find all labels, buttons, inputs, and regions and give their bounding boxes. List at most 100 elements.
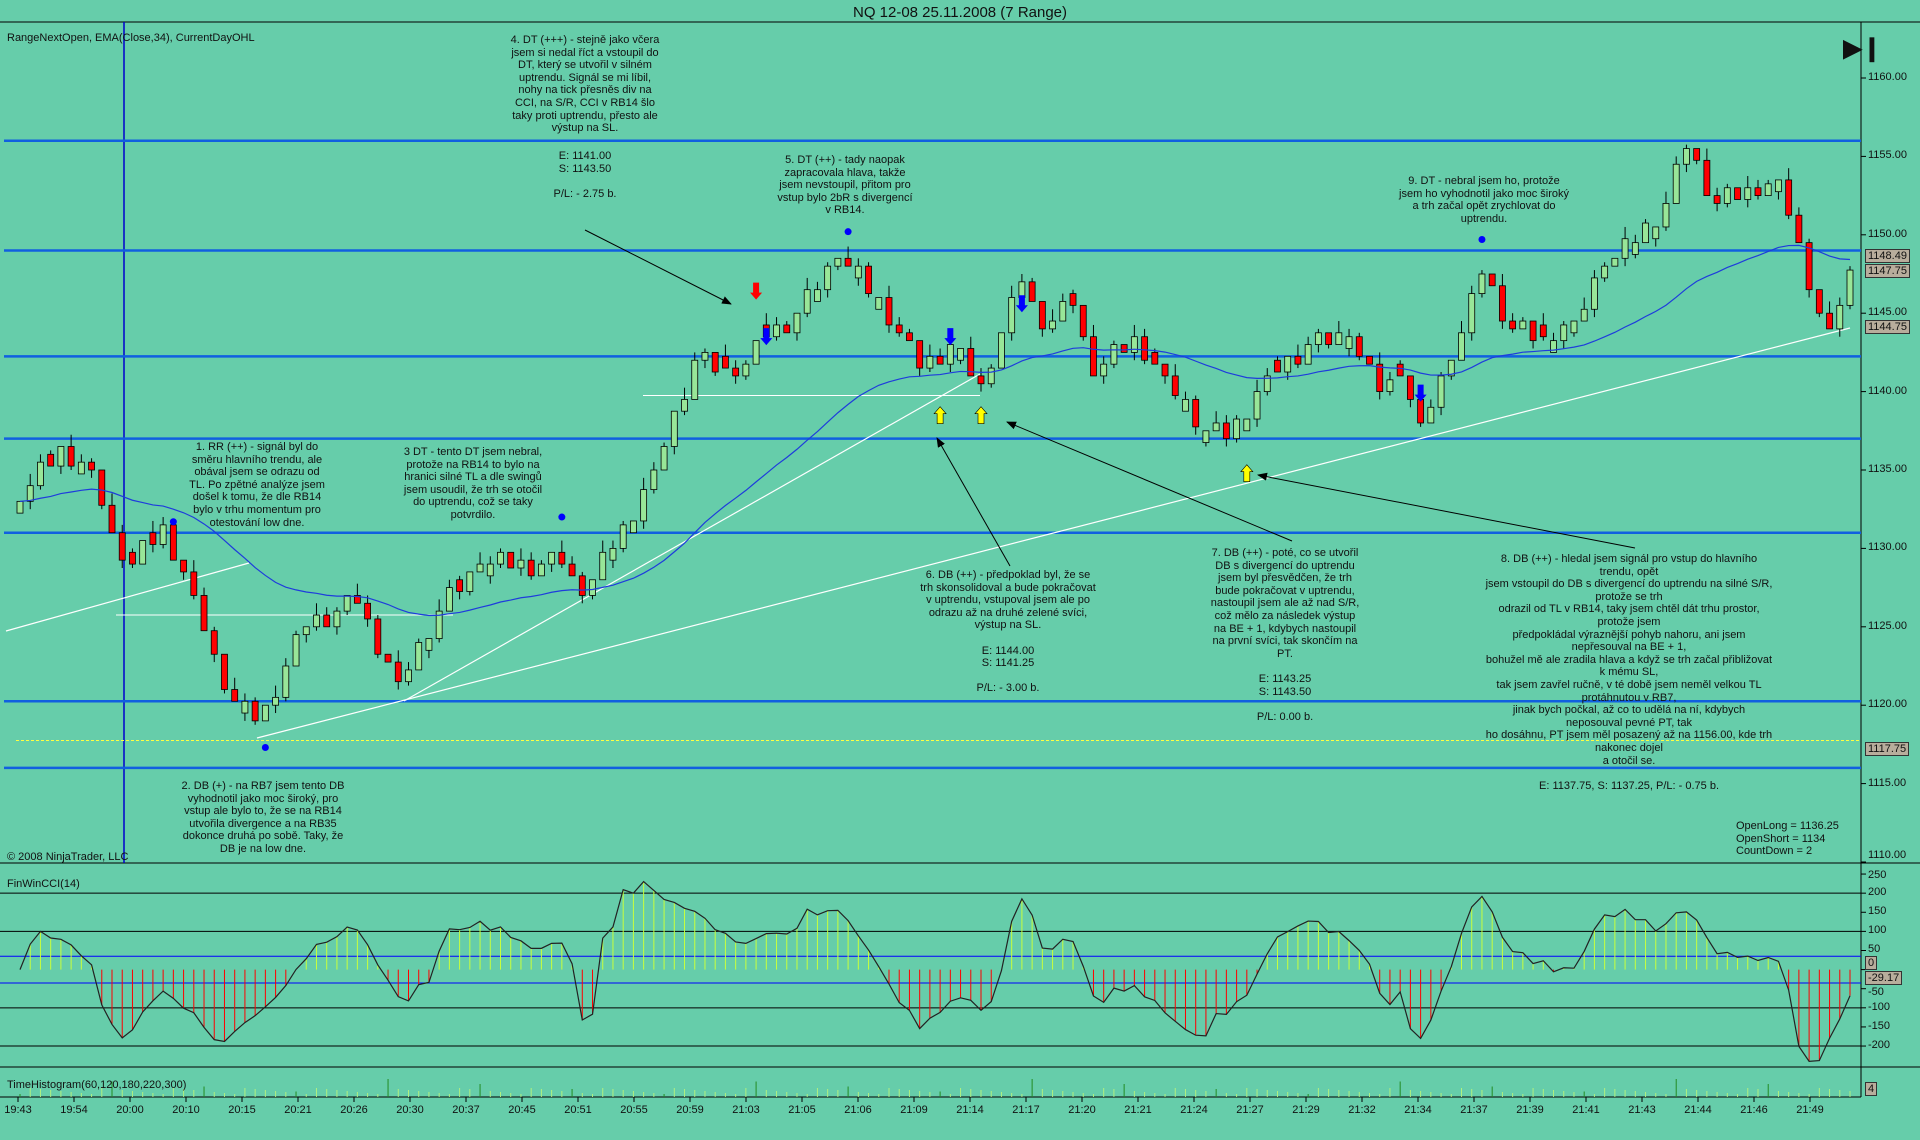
candle [456,579,464,592]
candle [16,500,24,514]
candle [599,551,607,581]
time-tick-label: 19:43 [4,1104,32,1116]
candle [681,399,688,412]
candle [1601,265,1609,279]
signal-dot [261,744,269,752]
time-tick-label: 21:41 [1572,1104,1600,1116]
go-to-end-icon[interactable]: ▶❙ [1843,35,1882,62]
candle [1263,375,1271,393]
candle [936,355,944,365]
down-arrow-icon [944,328,957,346]
candle [26,485,34,502]
down-arrow-icon [1015,295,1028,313]
candle [139,540,147,565]
candle [1038,301,1046,330]
candle [302,626,310,636]
candle [1652,226,1660,240]
candle [906,332,913,342]
candle [1120,344,1128,353]
candle [1519,320,1527,330]
candle [313,614,320,628]
candle [946,344,954,365]
candle [169,524,177,561]
price-tick-label: 1155.00 [1868,149,1907,162]
candle [77,461,85,475]
note-6: 6. DB (++) - předpoklad byl, že se trh s… [920,569,1096,695]
annotation-arrow [1006,421,1293,542]
candle [1274,359,1281,373]
candle [333,610,341,628]
time-tick-label: 21:34 [1404,1104,1432,1116]
candle [405,669,412,683]
cci-tick-label: 200 [1868,886,1887,899]
candle [1376,363,1384,393]
candle [885,297,893,326]
candle [1775,179,1782,193]
candle [609,548,617,561]
candle [1212,422,1220,432]
price-tick-label: 1140.00 [1868,384,1907,397]
time-tick-label: 21:44 [1684,1104,1712,1116]
candle [1345,336,1353,349]
candle [364,602,371,620]
cci-tick-label: -100 [1868,1000,1891,1013]
candle [1314,332,1322,345]
candle [1427,406,1435,424]
cci-tick-label: 100 [1868,924,1887,937]
time-tick-label: 21:27 [1236,1104,1264,1116]
candle [282,665,290,698]
candle [98,469,106,506]
time-tick-label: 21:14 [956,1104,984,1116]
time-tick-label: 21:09 [900,1104,928,1116]
time-tick-label: 20:55 [620,1104,648,1116]
candle [1141,336,1148,361]
note-2: 2. DB (+) - na RB7 jsem tento DB vyhodno… [181,780,345,855]
candle [517,559,525,569]
candle [548,551,556,565]
candle [180,559,187,573]
candle [568,563,576,577]
candle [1805,242,1813,291]
candle [374,618,382,655]
candle [691,359,699,400]
candle [1734,187,1741,200]
candle [1233,418,1240,440]
candle [190,571,198,596]
candle [1171,375,1179,396]
candle [1560,324,1568,342]
cci-value-tag: -29.17 [1865,971,1903,985]
candle [558,551,566,565]
candle [1253,391,1261,420]
time-tick-label: 20:37 [452,1104,480,1116]
candle [1744,187,1752,200]
candle [957,348,964,361]
candle [1059,301,1067,322]
cci-label: FinWinCCI(14) [7,878,80,890]
annotation-arrow [1257,472,1636,549]
candle [998,332,1005,369]
time-tick-label: 21:03 [732,1104,760,1116]
candle [1335,332,1343,345]
time-tick-label: 20:30 [396,1104,424,1116]
candle [425,638,433,651]
candle [1100,363,1108,377]
time-tick-label: 20:51 [564,1104,592,1116]
candle [722,355,729,369]
candle [875,297,883,310]
candle [486,563,494,577]
candle [1550,340,1557,353]
signal-dot [1478,236,1486,244]
candle [1826,312,1833,330]
candle [1703,159,1711,197]
candle [1222,422,1230,440]
candle [67,446,75,467]
time-tick-label: 21:17 [1012,1104,1040,1116]
price-tag: 1144.75 [1865,320,1910,334]
copyright: © 2008 NinjaTrader, LLC [7,851,129,863]
note-9: 9. DT - nebral jsem ho, protože jsem ho … [1399,175,1569,225]
candle [1836,304,1844,330]
candle [834,257,842,267]
candle [445,587,453,612]
time-tick-label: 21:29 [1292,1104,1320,1116]
